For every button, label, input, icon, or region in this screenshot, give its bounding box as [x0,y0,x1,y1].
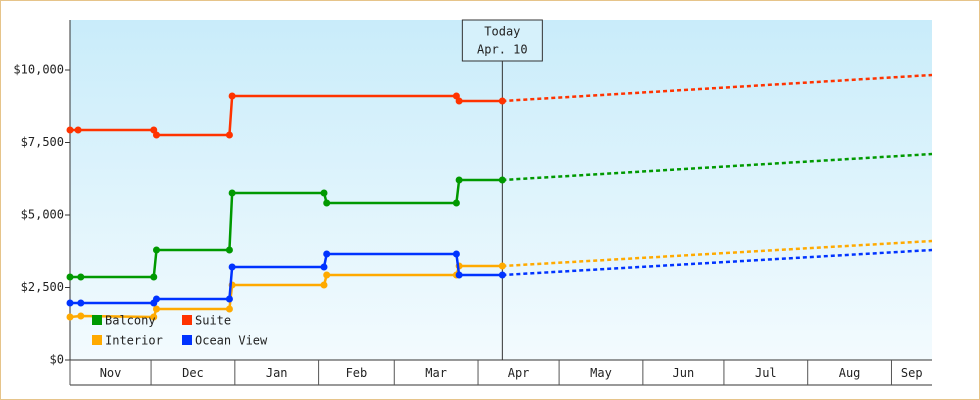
legend-swatch [92,335,102,345]
x-tick-label: Feb [346,366,368,380]
price-point [74,126,82,134]
price-point [452,199,460,207]
price-point [152,305,160,313]
today-date: Apr. 10 [477,43,528,57]
price-point [323,271,331,279]
forecast-line [502,152,933,182]
price-point [77,299,85,307]
price-point [228,189,236,197]
price-point [498,97,506,105]
price-point [320,281,328,289]
price-point [323,250,331,258]
price-point [150,273,158,281]
price-point [66,126,74,134]
price-point [455,271,463,279]
y-tick-label: $0 [50,353,64,367]
today-label: Today [484,25,520,39]
price-point [152,131,160,139]
price-point [228,92,236,100]
price-point [66,299,74,307]
price-point [225,246,233,254]
x-tick-label: Jan [266,366,288,380]
x-tick-label: Dec [182,366,204,380]
y-tick-label: $10,000 [13,62,64,76]
forecast-line [502,239,933,268]
price-point [150,313,158,321]
price-point [452,250,460,258]
price-point [225,131,233,139]
legend-label: Balcony [105,314,156,328]
x-tick-label: Apr [508,366,530,380]
price-point [320,263,328,271]
price-point [498,262,506,270]
legend-swatch [182,315,192,325]
x-tick-label: Jun [673,366,695,380]
today-box [461,19,543,62]
price-point [228,263,236,271]
price-point [77,273,85,281]
x-tick-label: Nov [100,366,122,380]
legend-swatch [92,315,102,325]
legend-label: Ocean View [195,334,268,348]
x-tick-label: Jul [755,366,777,380]
price-point [323,199,331,207]
price-point [455,176,463,184]
y-tick-label: $2,500 [21,280,64,294]
y-tick-label: $7,500 [21,135,64,149]
x-tick-label: May [590,366,612,380]
price-point [225,305,233,313]
y-tick-label: $5,000 [21,207,64,221]
x-tick-label: Mar [425,366,447,380]
price-point [66,313,74,321]
price-point [77,312,85,320]
forecast-line [502,73,933,103]
price-point [152,246,160,254]
plot-area [70,20,932,360]
x-tick-label: Sep [901,366,923,380]
price-point [225,295,233,303]
x-tick-label: Aug [839,366,861,380]
legend-label: Suite [195,314,231,328]
legend-label: Interior [105,334,163,348]
price-point [66,273,74,281]
price-point [498,271,506,279]
price-point [498,176,506,184]
price-point [152,295,160,303]
price-point [320,189,328,197]
price-point [455,97,463,105]
forecast-line [502,248,933,277]
legend-swatch [182,335,192,345]
